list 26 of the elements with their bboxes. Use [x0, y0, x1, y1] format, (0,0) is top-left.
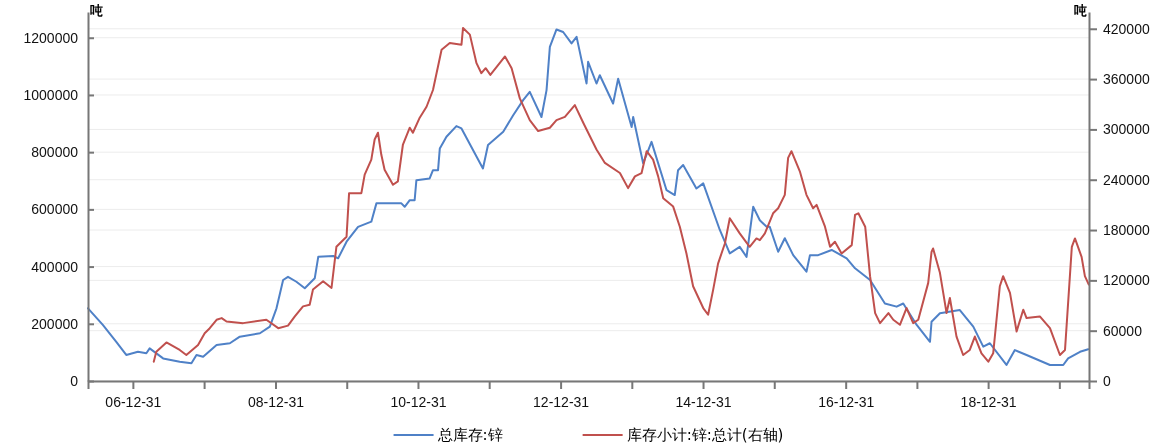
legend-label: 总库存:锌: [436, 426, 503, 444]
y-tick-label: 1200000: [23, 29, 79, 46]
y2-tick-label: 360000: [1103, 71, 1150, 88]
x-tick-label: 18-12-31: [960, 393, 1017, 410]
y-tick-label: 0: [70, 372, 79, 389]
y2-tick-label: 180000: [1103, 222, 1150, 239]
y-tick-label: 200000: [31, 315, 79, 332]
y2-tick-label: 420000: [1103, 20, 1150, 37]
x-tick-label: 12-12-31: [533, 393, 590, 410]
y-tick-label: 1000000: [23, 86, 79, 103]
x-tick-label: 16-12-31: [818, 393, 875, 410]
y-tick-label: 800000: [31, 144, 79, 161]
y-tick-label: 400000: [31, 258, 79, 275]
x-tick-label: 06-12-31: [105, 393, 162, 410]
y2-tick-label: 60000: [1103, 322, 1143, 339]
legend-label: 库存小计:锌:总计(右轴): [626, 426, 784, 444]
y2-tick-label: 0: [1103, 372, 1111, 389]
y2-tick-label: 300000: [1103, 121, 1150, 138]
x-tick-label: 08-12-31: [247, 393, 305, 410]
y2-tick-label: 240000: [1103, 171, 1150, 188]
y2-tick-label: 120000: [1103, 272, 1150, 289]
y2-axis-title: 吨: [1074, 3, 1087, 18]
y-tick-label: 600000: [31, 201, 79, 218]
y-axis-title: 吨: [90, 3, 103, 18]
x-tick-label: 14-12-31: [675, 393, 732, 410]
x-tick-label: 10-12-31: [390, 393, 447, 410]
